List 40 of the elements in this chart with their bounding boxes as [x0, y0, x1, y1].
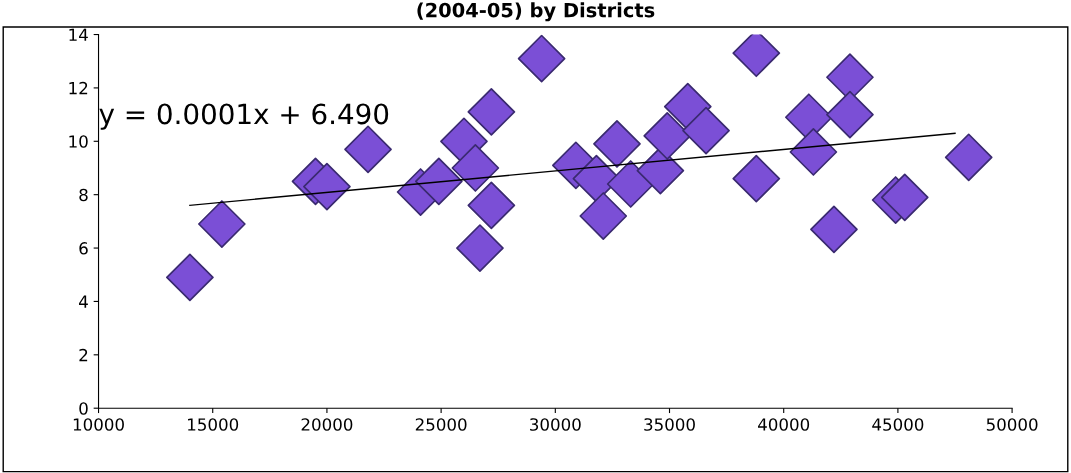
x-tick-label: 50000 [986, 418, 1038, 431]
point [944, 133, 993, 182]
x-tick-label: 35000 [644, 418, 695, 431]
point [166, 253, 214, 302]
point [517, 34, 566, 83]
y-tick-label: 10 [69, 135, 88, 148]
point [732, 154, 781, 203]
point [606, 160, 655, 208]
point [456, 224, 504, 272]
point [467, 88, 516, 136]
point [880, 173, 929, 222]
point [643, 112, 692, 160]
y-tick-label: 6 [79, 242, 88, 255]
chart-title: (2004-05) by Districts [417, 2, 655, 22]
point [682, 106, 730, 155]
point [826, 90, 874, 139]
point [579, 192, 628, 240]
point [197, 200, 246, 248]
annotation: y = 0.0001x + 6.490 [99, 103, 389, 130]
y-tick-label: 14 [69, 28, 88, 41]
point [344, 125, 392, 174]
x-tick-label: 10000 [73, 418, 124, 431]
x-tick-label: 25000 [415, 418, 467, 431]
x-tick-label: 15000 [188, 418, 239, 431]
y-tick-label: 8 [79, 188, 88, 202]
x-tick-label: 30000 [530, 418, 581, 431]
point [593, 120, 641, 168]
point [810, 205, 858, 254]
y-tick-label: 12 [69, 81, 88, 95]
point [303, 162, 351, 211]
x-tick-label: 20000 [301, 418, 353, 431]
point [451, 144, 500, 192]
y-tick-label: 2 [79, 348, 88, 362]
point [467, 181, 516, 230]
point [414, 157, 463, 206]
y-tick-label: 4 [79, 295, 88, 308]
x-tick-label: 45000 [872, 418, 924, 431]
point [789, 128, 838, 176]
y-tick-label: 0 [79, 402, 88, 415]
x-tick-label: 40000 [758, 418, 810, 431]
